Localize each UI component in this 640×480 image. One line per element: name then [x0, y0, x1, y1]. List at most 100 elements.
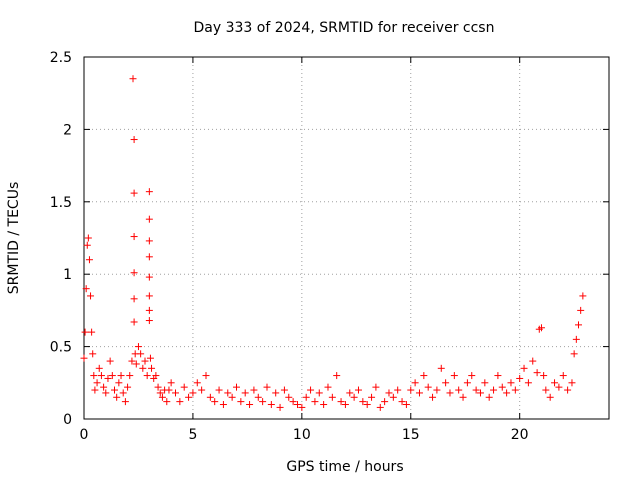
plot-frame: [83, 56, 610, 420]
data-point: [193, 379, 201, 387]
data-point: [564, 386, 572, 394]
data-point: [189, 389, 197, 397]
data-point: [163, 398, 171, 406]
data-point: [472, 386, 480, 394]
data-point: [285, 393, 293, 401]
data-point: [381, 398, 389, 406]
data-point: [106, 357, 114, 365]
data-point: [494, 372, 502, 380]
data-point: [429, 393, 437, 401]
data-point: [134, 343, 142, 351]
data-point: [119, 389, 127, 397]
data-point: [433, 386, 441, 394]
data-point: [158, 393, 166, 401]
data-point: [250, 386, 258, 394]
data-point: [503, 389, 511, 397]
data-point: [524, 379, 532, 387]
data-point: [156, 389, 164, 397]
data-point: [241, 389, 249, 397]
data-point: [537, 324, 545, 332]
data-point: [333, 372, 341, 380]
data-point: [171, 389, 179, 397]
data-point: [215, 386, 223, 394]
y-axis-title: SRMTID / TECUs: [6, 182, 22, 295]
data-point: [540, 372, 548, 380]
data-point: [110, 386, 118, 394]
data-point: [185, 393, 193, 401]
data-point: [280, 386, 288, 394]
data-point: [145, 188, 153, 196]
data-point: [104, 374, 112, 382]
y-tick-label: 2: [63, 122, 72, 138]
data-point: [507, 379, 515, 387]
data-point: [145, 215, 153, 223]
data-point: [272, 389, 280, 397]
data-point: [485, 393, 493, 401]
data-point: [128, 357, 136, 365]
data-point: [146, 354, 154, 362]
data-point: [324, 383, 332, 391]
data-point: [130, 295, 138, 303]
data-point: [579, 292, 587, 300]
data-points: [80, 75, 587, 411]
data-point: [130, 189, 138, 197]
data-point: [363, 401, 371, 409]
y-tick-label: 1.5: [50, 195, 72, 211]
data-point: [97, 372, 105, 380]
data-point: [246, 401, 254, 409]
data-point: [228, 393, 236, 401]
data-point: [95, 364, 103, 372]
data-point: [394, 386, 402, 394]
data-point: [254, 393, 262, 401]
data-point: [139, 364, 147, 372]
data-point: [450, 372, 458, 380]
data-point: [130, 233, 138, 241]
data-point: [468, 372, 476, 380]
data-point: [354, 386, 362, 394]
data-point: [398, 398, 406, 406]
data-point: [130, 136, 138, 144]
data-point: [113, 393, 121, 401]
data-point: [463, 379, 471, 387]
data-point: [568, 379, 576, 387]
data-point: [83, 241, 91, 249]
data-point: [551, 379, 559, 387]
data-point: [446, 389, 454, 397]
data-point: [141, 357, 149, 365]
data-point: [211, 398, 219, 406]
data-point: [402, 401, 410, 409]
data-point: [148, 364, 156, 372]
data-point: [555, 383, 563, 391]
data-point: [575, 321, 583, 329]
x-tick-labels: 0 5 10 15 20: [80, 427, 529, 443]
axis-ticks: [83, 56, 609, 420]
data-point: [263, 383, 271, 391]
data-point: [311, 398, 319, 406]
data-point: [350, 393, 358, 401]
data-point: [198, 386, 206, 394]
x-tick-label: 10: [293, 427, 311, 443]
data-point: [202, 372, 210, 380]
data-point: [87, 292, 95, 300]
data-point: [320, 401, 328, 409]
data-point: [289, 398, 297, 406]
data-point: [572, 335, 580, 343]
data-point: [108, 372, 116, 380]
data-point: [542, 386, 550, 394]
data-point: [411, 379, 419, 387]
y-tick-label: 0: [63, 412, 72, 428]
data-point: [152, 372, 160, 380]
data-point: [117, 372, 125, 380]
x-axis-title: GPS time / hours: [286, 459, 403, 475]
data-point: [424, 383, 432, 391]
data-point: [511, 386, 519, 394]
data-point: [121, 398, 129, 406]
data-point: [577, 306, 585, 314]
data-point: [337, 398, 345, 406]
data-point: [476, 389, 484, 397]
grid-lines: [84, 57, 609, 419]
data-point: [546, 393, 554, 401]
data-point: [82, 285, 90, 293]
x-tick-label: 20: [511, 427, 529, 443]
data-point: [415, 389, 423, 397]
